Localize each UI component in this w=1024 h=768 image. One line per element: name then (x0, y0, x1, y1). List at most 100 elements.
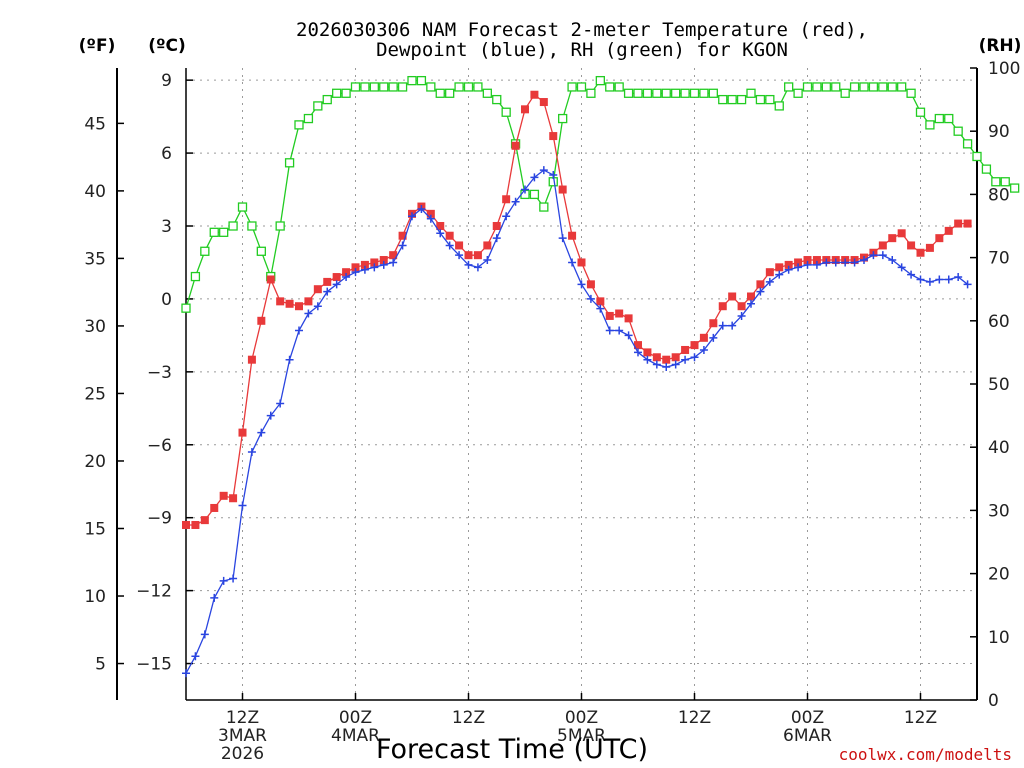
rh-point (981, 164, 992, 174)
temperature-point (323, 277, 332, 286)
rh-point (529, 189, 540, 200)
temperature-point (888, 234, 897, 243)
dewpoint-point (229, 574, 238, 583)
temperature-point (897, 229, 906, 238)
dewpoint-point (860, 256, 868, 265)
rh-tick-label: 50 (988, 375, 1010, 395)
temperature-point (379, 256, 388, 265)
x-tick-label: 12Z (904, 708, 937, 728)
credit-text: coolwx.com/modelts (839, 745, 1012, 764)
rh-point (972, 151, 982, 162)
rh-point (247, 221, 257, 231)
dewpoint-point (182, 669, 190, 678)
temperature-point (502, 195, 511, 204)
x-tick-label: 12Z (226, 708, 259, 728)
dewpoint-point (784, 265, 793, 274)
rh-point (774, 101, 784, 111)
temperature-point (907, 241, 916, 250)
temperature-point (342, 268, 351, 277)
temperature-point (521, 105, 529, 114)
dewpoint-point (370, 263, 379, 272)
dewpoint-point (586, 294, 595, 303)
rh-point (181, 303, 191, 313)
temperature-point (530, 90, 539, 99)
x-tick-label: 6MAR (783, 726, 832, 746)
temperature-point (568, 231, 577, 240)
temperature-point (935, 234, 944, 243)
dewpoint-point (925, 277, 934, 286)
dewpoint-line (185, 169, 968, 674)
temperature-point (643, 348, 652, 357)
rh-point (388, 82, 398, 92)
rh-point (567, 82, 577, 92)
dewpoint-point (247, 448, 256, 457)
dewpoint-point (483, 256, 492, 265)
temperature-point (756, 280, 765, 289)
temperature-point (539, 98, 548, 107)
temperature-point (605, 311, 614, 320)
celsius-tick-label: −6 (147, 436, 172, 456)
x-tick-label: 00Z (791, 708, 824, 728)
rh-point (445, 88, 455, 98)
temperature-point (812, 256, 821, 265)
dewpoint-point (681, 355, 690, 364)
temperature-point (285, 299, 294, 308)
rh-tick-label: 60 (988, 312, 1010, 332)
temperature-point (925, 243, 934, 252)
dewpoint-point (511, 197, 520, 206)
rh-point (812, 82, 822, 92)
x-tick-label: 12Z (678, 708, 711, 728)
temperature-point (718, 302, 727, 311)
dewpoint-point (605, 326, 614, 335)
dewpoint-point (257, 428, 266, 437)
dewpoint-point (558, 234, 567, 243)
rh-tick-label: 40 (988, 438, 1010, 458)
dewpoint-point (502, 212, 511, 221)
dewpoint-point (266, 411, 275, 420)
dewpoint-point (342, 273, 351, 282)
celsius-unit-label: (ºC) (148, 36, 186, 56)
dewpoint-point (473, 263, 482, 272)
rh-point (586, 88, 596, 98)
dewpoint-point (210, 593, 219, 602)
rh-point (680, 88, 690, 98)
dewpoint-point (436, 229, 445, 238)
dewpoint-point (737, 311, 746, 320)
rh-point (332, 88, 342, 98)
fahrenheit-tick-label: 45 (84, 114, 106, 134)
rh-point (501, 107, 511, 117)
dewpoint-point (313, 302, 322, 311)
temperature-point (200, 516, 209, 525)
rh-point (784, 82, 794, 92)
rh-point (991, 177, 1001, 187)
dewpoint-point (907, 270, 916, 279)
dewpoint-point (634, 348, 642, 357)
celsius-tick-label: −3 (147, 363, 172, 383)
temperature-point (426, 209, 435, 218)
dewpoint-point (690, 353, 699, 362)
temperature-point (257, 316, 266, 325)
rh-point (379, 82, 389, 92)
rh-point (897, 82, 907, 92)
rh-point (407, 75, 417, 86)
temperature-point (775, 263, 784, 272)
dewpoint-point (765, 277, 774, 286)
dewpoint-point (521, 185, 529, 194)
rh-point (765, 94, 775, 105)
temperature-point (492, 222, 501, 230)
rh-point (284, 158, 295, 168)
dewpoint-point (747, 299, 755, 308)
temperature-point (765, 268, 774, 277)
rh-point (605, 82, 615, 92)
rh-tick-label: 70 (988, 249, 1010, 269)
rh-point (360, 82, 370, 92)
dewpoint-point (351, 268, 360, 277)
temperature-point (954, 219, 963, 228)
temperature-point (182, 520, 190, 529)
rh-point (369, 82, 379, 92)
celsius-tick-label: 9 (161, 71, 172, 91)
temperature-point (615, 309, 624, 318)
x-tick-label: 12Z (452, 708, 485, 728)
fahrenheit-tick-label: 10 (84, 587, 106, 607)
dewpoint-point (935, 275, 944, 284)
